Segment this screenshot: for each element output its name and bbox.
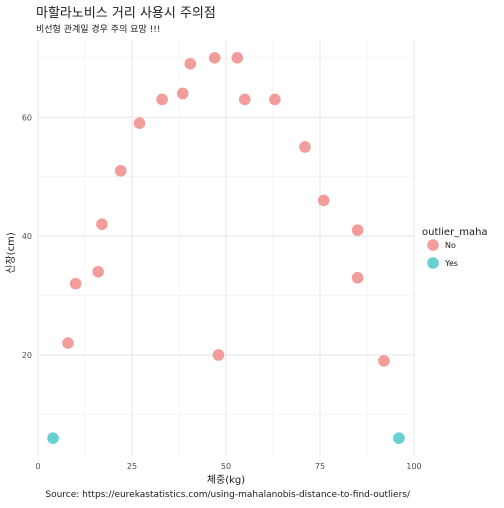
chart-subtitle: 비선형 관계일 경우 주의 요망 !!! xyxy=(36,23,161,35)
x-tick-label: 100 xyxy=(406,462,421,471)
data-point-no xyxy=(317,194,330,207)
data-point-yes xyxy=(47,432,59,444)
data-point-no xyxy=(351,271,364,284)
legend-key-no xyxy=(427,239,439,251)
y-tick-label: 60 xyxy=(22,113,32,122)
grid xyxy=(37,40,415,456)
data-point-yes xyxy=(393,432,405,444)
data-point-no xyxy=(62,337,74,349)
x-tick-label: 25 xyxy=(127,462,137,471)
y-tick-label: 20 xyxy=(22,351,32,360)
data-point-no xyxy=(133,117,146,129)
data-point-no xyxy=(176,87,189,100)
legend: outlier_maha No Yes xyxy=(422,227,488,269)
x-axis-label: 체중(kg) xyxy=(207,474,245,486)
legend-key-yes xyxy=(427,257,439,269)
data-point-no xyxy=(156,93,168,106)
data-point-no xyxy=(69,277,82,290)
legend-entries: No Yes xyxy=(427,239,458,269)
data-point-no xyxy=(351,224,364,236)
data-point-no xyxy=(231,52,244,64)
y-axis-label: 신장(cm) xyxy=(5,232,17,274)
data-point-no xyxy=(269,93,281,106)
legend-label-no: No xyxy=(445,241,456,250)
data-point-no xyxy=(378,355,390,367)
axis-ticks: 0 25 50 75 100 20 40 60 xyxy=(22,113,422,471)
data-point-no xyxy=(299,141,311,153)
data-points xyxy=(47,52,405,444)
data-point-no xyxy=(114,164,127,177)
legend-label-yes: Yes xyxy=(444,259,458,268)
data-point-no xyxy=(184,57,197,70)
data-point-no xyxy=(208,52,221,64)
data-point-no xyxy=(212,349,225,361)
x-tick-label: 0 xyxy=(35,462,40,471)
y-tick-label: 40 xyxy=(22,232,32,241)
x-tick-label: 75 xyxy=(315,462,325,471)
x-tick-label: 50 xyxy=(221,462,231,471)
chart-title: 마할라노비스 거리 사용시 주의점 xyxy=(36,6,216,21)
chart-caption: Source: https://eurekastatistics.com/usi… xyxy=(45,490,411,500)
data-point-no xyxy=(92,265,104,278)
data-point-no xyxy=(239,93,251,106)
legend-title: outlier_maha xyxy=(422,227,488,238)
data-point-no xyxy=(96,218,108,231)
